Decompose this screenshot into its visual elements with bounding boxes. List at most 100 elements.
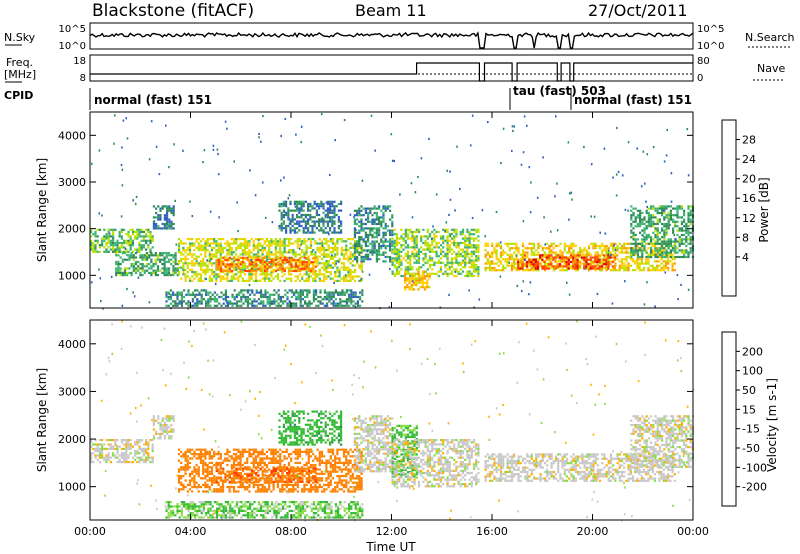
heatmap-cell	[472, 237, 476, 240]
heatmap-cell	[152, 415, 155, 418]
heatmap-cell	[631, 269, 635, 272]
heatmap-cell	[543, 267, 546, 270]
heatmap-cell	[332, 302, 335, 305]
heatmap-cell	[184, 459, 187, 462]
heatmap-cell	[400, 244, 403, 247]
heatmap-cell	[167, 271, 171, 274]
heatmap-cell	[508, 255, 511, 259]
heatmap-cell	[428, 259, 432, 262]
heatmap-cell	[504, 266, 507, 270]
heatmap-cell	[277, 267, 280, 270]
heatmap-cell	[275, 256, 278, 259]
heatmap-cell	[313, 224, 316, 228]
heatmap-cell	[161, 271, 164, 274]
heatmap-cell	[131, 230, 134, 234]
heatmap-cell	[212, 144, 215, 147]
heatmap-cell	[652, 216, 655, 219]
heatmap-cell	[197, 277, 200, 280]
heatmap-cell	[331, 255, 335, 258]
heatmap-cell	[600, 265, 603, 268]
heatmap-cell	[90, 239, 93, 242]
heatmap-cell	[371, 242, 374, 245]
heatmap-cell	[587, 254, 590, 257]
heatmap-cell	[502, 266, 505, 270]
heatmap-cell	[159, 252, 162, 255]
heatmap-cell	[630, 229, 633, 232]
heatmap-cell	[226, 265, 229, 268]
heatmap-cell	[361, 291, 364, 294]
heatmap-cell	[189, 293, 192, 296]
heatmap-cell	[195, 238, 198, 241]
heatmap-cell	[235, 258, 238, 262]
heatmap-cell	[98, 454, 101, 457]
heatmap-cell	[163, 274, 166, 277]
heatmap-cell	[332, 291, 335, 294]
heatmap-cell	[109, 248, 112, 251]
heatmap-cell	[259, 238, 262, 241]
heatmap-cell	[141, 269, 144, 272]
heatmap-cell	[172, 214, 175, 217]
heatmap-cell	[307, 213, 310, 217]
heatmap-cell	[259, 255, 262, 258]
heatmap-cell	[616, 254, 619, 257]
velocity-heatmap-cells	[90, 320, 695, 522]
heatmap-cell	[265, 238, 269, 241]
heatmap-cell	[450, 261, 454, 264]
heatmap-cell	[676, 251, 679, 254]
heatmap-cell	[455, 259, 458, 262]
heatmap-cell	[636, 255, 639, 259]
heatmap-cell	[389, 238, 392, 241]
heatmap-cell	[222, 269, 225, 273]
heatmap-cell	[282, 227, 285, 230]
heatmap-cell	[115, 252, 118, 255]
heatmap-cell	[120, 439, 123, 442]
heatmap-cell	[206, 259, 208, 262]
heatmap-cell	[375, 260, 378, 263]
heatmap-cell	[630, 249, 633, 252]
heatmap-cell	[404, 279, 407, 282]
heatmap-cell	[285, 238, 288, 241]
heatmap-cell	[193, 470, 196, 473]
heatmap-cell	[151, 235, 154, 238]
heatmap-cell	[318, 224, 321, 228]
heatmap-cell	[404, 259, 407, 262]
heatmap-cell	[255, 304, 258, 307]
heatmap-cell	[378, 205, 381, 208]
heatmap-cell	[288, 261, 291, 264]
heatmap-cell	[338, 271, 341, 274]
heatmap-cell	[217, 265, 220, 268]
heatmap-cell	[210, 242, 214, 245]
heatmap-cell	[677, 298, 679, 301]
heatmap-cell	[685, 238, 688, 241]
heatmap-cell	[283, 261, 286, 264]
heatmap-cell	[231, 263, 234, 266]
heatmap-cell	[91, 162, 93, 165]
heatmap-cell	[109, 244, 112, 247]
heatmap-cell	[246, 265, 249, 268]
heatmap-cell	[276, 277, 280, 280]
heatmap-cell	[652, 253, 655, 256]
heatmap-cell	[536, 265, 540, 268]
heatmap-cell	[314, 240, 317, 243]
heatmap-cell	[120, 456, 123, 459]
heatmap-cell	[464, 246, 467, 249]
heatmap-cell	[448, 272, 451, 275]
heatmap-cell	[202, 238, 205, 241]
heatmap-cell	[634, 207, 637, 210]
heatmap-cell	[643, 249, 646, 252]
heatmap-cell	[118, 230, 121, 234]
heatmap-cell	[661, 207, 664, 210]
freq-tick-bottom: 8	[80, 73, 86, 84]
heatmap-cell	[504, 258, 507, 261]
heatmap-cell	[424, 252, 427, 256]
heatmap-cell	[150, 267, 153, 270]
heatmap-cell	[517, 267, 520, 270]
heatmap-cell	[285, 224, 288, 228]
heatmap-cell	[98, 250, 101, 253]
heatmap-cell	[342, 249, 346, 252]
heatmap-cell	[184, 468, 187, 471]
heatmap-cell	[426, 230, 429, 234]
heatmap-cell	[340, 222, 343, 225]
heatmap-cell	[303, 265, 306, 268]
heatmap-cell	[180, 477, 183, 480]
